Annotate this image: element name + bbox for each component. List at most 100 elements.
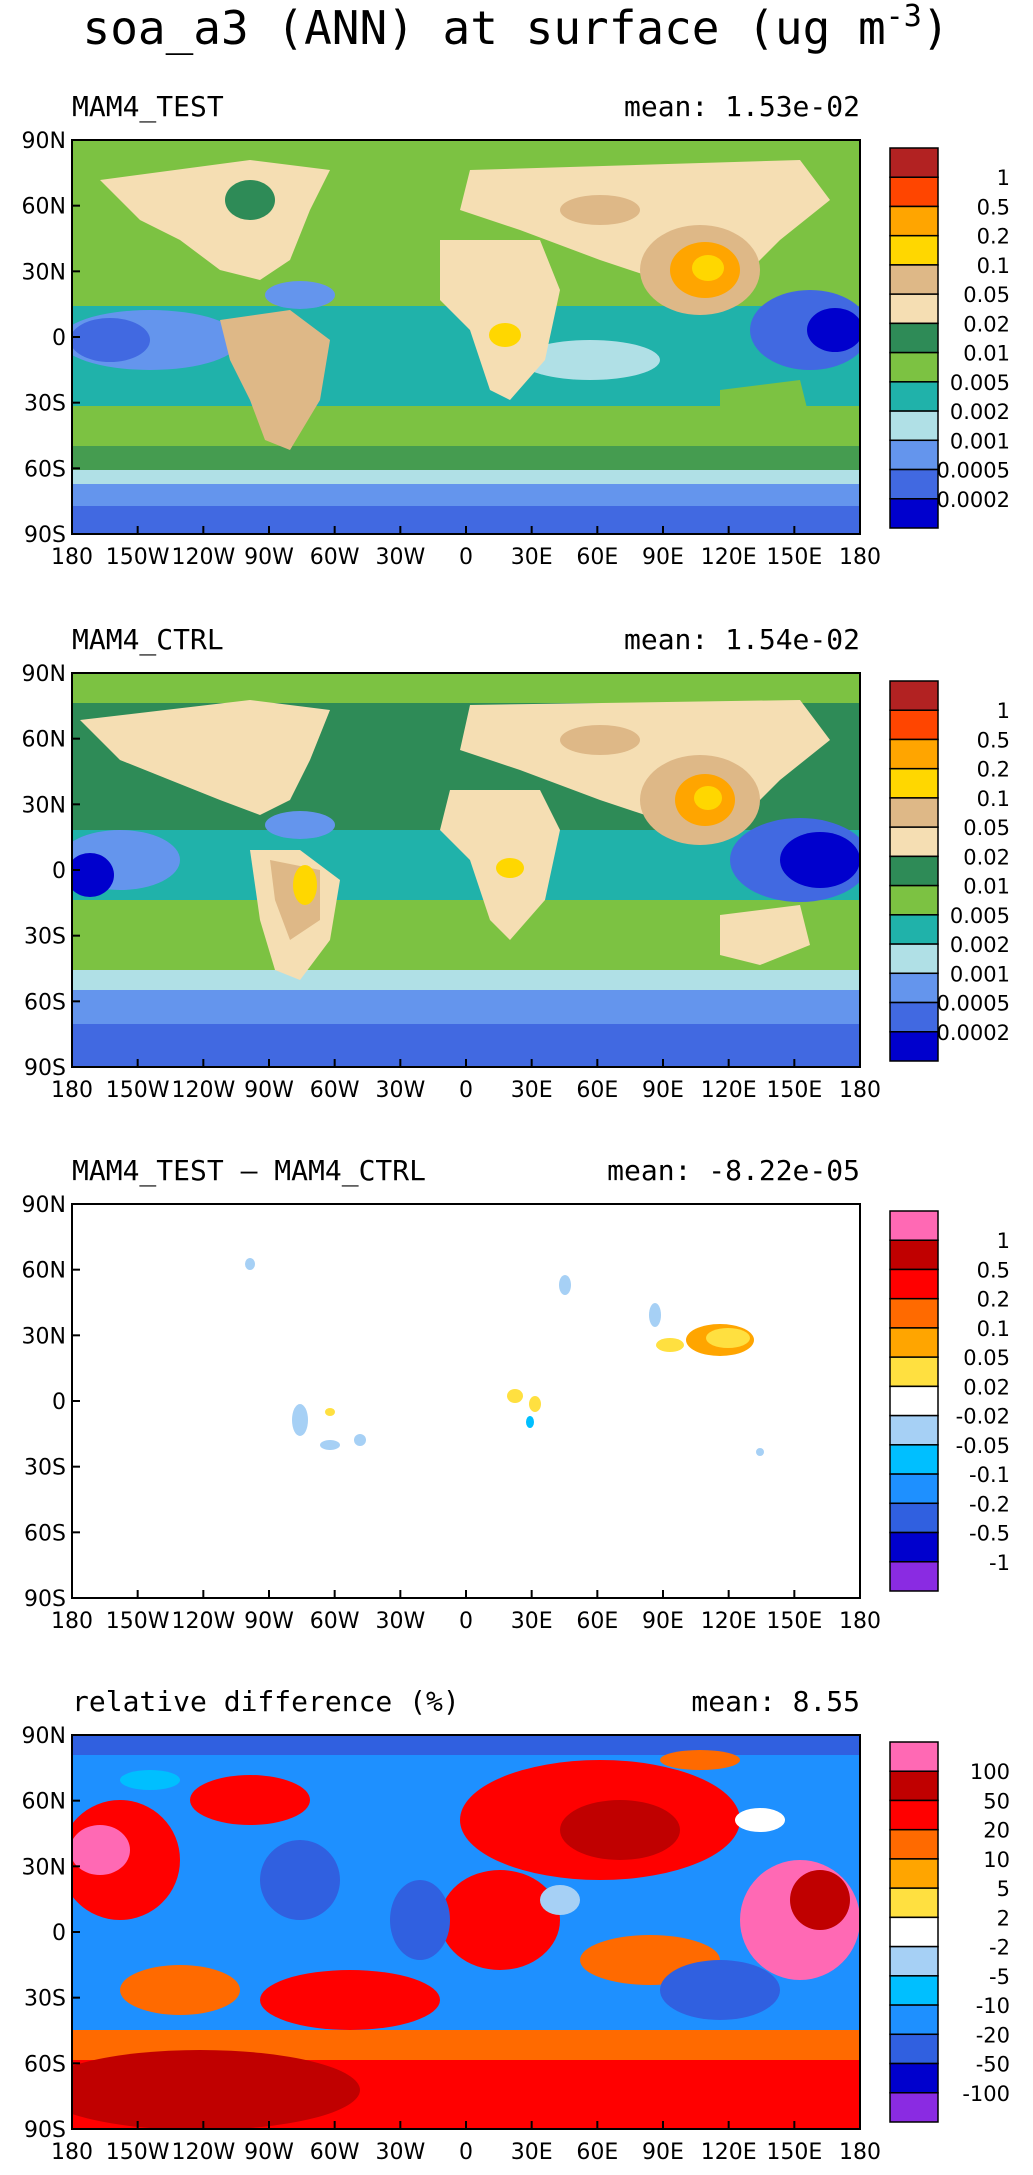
colorbar-label: 1 (997, 166, 1010, 190)
lat-tick-label: 60N (22, 1790, 66, 1815)
colorbar-label: -0.5 (969, 1522, 1010, 1546)
colorbar-swatch (889, 147, 939, 178)
lat-tick-label: 30N (22, 260, 66, 285)
lon-tick-label: 120W (171, 1078, 235, 1103)
panel-mam4-ctrl: MAM4_CTRL mean: 1.54e-02 (22, 623, 881, 1103)
colorbar-swatch (889, 1770, 939, 1802)
lon-tick-label: 60E (576, 545, 618, 570)
map-field (72, 673, 860, 1067)
lat-tick-label: 60N (22, 1259, 66, 1284)
colorbar-swatch (889, 293, 939, 325)
lon-tick-label: 0 (459, 1609, 473, 1634)
map-field (72, 140, 860, 534)
colorbar-label: 0.02 (963, 1375, 1010, 1399)
colorbar-label: -0.1 (969, 1463, 1010, 1487)
colorbar-label: -20 (976, 2023, 1010, 2047)
colorbar-swatch (889, 797, 939, 828)
lon-tick-label: 30W (375, 545, 425, 570)
colorbar-swatch (889, 914, 939, 945)
lat-tick-label: 30N (22, 1324, 66, 1349)
colorbar-label: 0.001 (950, 962, 1010, 986)
colorbar-swatch (889, 322, 939, 354)
colorbar-swatch (889, 1239, 939, 1271)
panel-mean: mean: 8.55 (691, 1685, 860, 1718)
colorbar-label: 0.05 (963, 283, 1010, 307)
colorbar-label: 0.05 (963, 816, 1010, 840)
lat-tick-label: 0 (52, 1921, 66, 1946)
panel-label: relative difference (%) (72, 1685, 460, 1718)
colorbar-swatch (889, 2004, 939, 2036)
lat-tick-label: 60S (24, 1521, 66, 1546)
panel-mean: mean: 1.54e-02 (624, 623, 860, 656)
colorbar-label: -0.2 (969, 1492, 1010, 1516)
lon-tick-label: 30E (511, 2140, 553, 2165)
colorbar-label: 20 (983, 1819, 1010, 1843)
colorbar-label: 0.005 (950, 904, 1010, 928)
colorbar-swatch (889, 498, 939, 529)
lon-tick-label: 180 (51, 545, 93, 570)
colorbar-swatch (889, 1297, 939, 1329)
colorbar-swatch (889, 410, 939, 442)
colorbar-swatch (889, 1385, 939, 1417)
colorbar-swatch (889, 1031, 939, 1062)
lat-tick-label: 90S (24, 1587, 66, 1612)
lon-tick-label: 0 (459, 2140, 473, 2165)
colorbar-label: -50 (976, 2053, 1010, 2077)
colorbar-swatch (889, 1561, 939, 1592)
lat-tick-label: 60S (24, 2052, 66, 2077)
panel-mean: mean: 1.53e-02 (624, 90, 860, 123)
map-field (72, 1204, 860, 1598)
lon-tick-label: 150E (766, 1609, 822, 1634)
colorbar-label: 0.002 (950, 933, 1010, 957)
colorbar-swatch (889, 439, 939, 471)
lat-tick-label: 60S (24, 457, 66, 482)
figure-title: soa_a3 (ANN) at surface (ug m-3) (83, 0, 950, 55)
lon-tick-label: 180 (51, 2140, 93, 2165)
lon-tick-label: 150W (106, 545, 170, 570)
colorbar-swatch (889, 2062, 939, 2094)
lon-tick-label: 60W (310, 545, 360, 570)
lon-tick-label: 60E (576, 2140, 618, 2165)
lat-tick-label: 30S (24, 925, 66, 950)
lon-tick-label: 120W (171, 545, 235, 570)
lon-tick-label: 180 (51, 1078, 93, 1103)
colorbar-label: 0.0005 (937, 992, 1010, 1016)
lon-tick-label: 90W (244, 1078, 294, 1103)
colorbar-swatch (889, 767, 939, 799)
colorbar-swatch (889, 1887, 939, 1919)
lon-tick-label: 150E (766, 2140, 822, 2165)
lon-tick-label: 120E (701, 2140, 757, 2165)
lat-tick-label: 60N (22, 195, 66, 220)
colorbar-swatch (889, 264, 939, 295)
colorbar-swatch (889, 826, 939, 858)
colorbar-swatch (889, 1356, 939, 1388)
colorbar-label: 10 (983, 1848, 1010, 1872)
lat-tick-label: 90N (22, 662, 66, 687)
lon-tick-label: 180 (839, 2140, 881, 2165)
colorbar-label: 0.5 (977, 1258, 1010, 1282)
lon-tick-label: 120W (171, 1609, 235, 1634)
colorbar-swatch (889, 468, 939, 500)
colorbar-swatch (889, 1858, 939, 1889)
lon-tick-label: 60E (576, 1078, 618, 1103)
lon-tick-label: 30E (511, 545, 553, 570)
colorbar-swatch (889, 2092, 939, 2123)
lat-tick-label: 90S (24, 1056, 66, 1081)
lat-tick-label: 0 (52, 859, 66, 884)
colorbar-swatch (889, 1975, 939, 2006)
colorbar-label: 0.02 (963, 845, 1010, 869)
lon-tick-label: 150W (106, 2140, 170, 2165)
colorbar-swatch (889, 1327, 939, 1358)
colorbar-swatch (889, 205, 939, 237)
colorbar-label: 0.2 (977, 758, 1010, 782)
colorbar-label: -100 (962, 2082, 1010, 2106)
lon-tick-label: 0 (459, 545, 473, 570)
colorbar-label: 0.1 (977, 1317, 1010, 1341)
panel-mam4-test: MAM4_TEST mean: 1.53e-02 (22, 90, 881, 570)
colorbar-label: 0.001 (950, 429, 1010, 453)
colorbar-label: 0.0002 (937, 488, 1010, 512)
colorbar-swatch (889, 1444, 939, 1475)
colorbar-label: 2 (997, 1906, 1010, 1930)
lon-tick-label: 120E (701, 1078, 757, 1103)
